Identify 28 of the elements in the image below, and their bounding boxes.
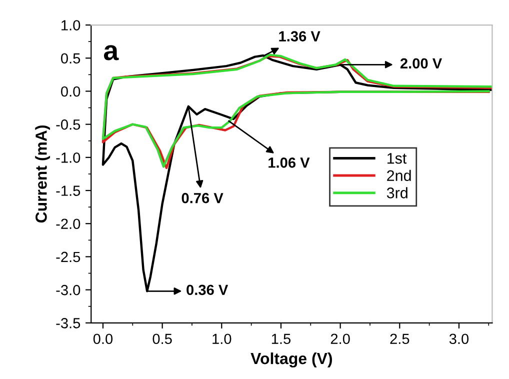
x-tick-label: 2.5 <box>390 334 410 344</box>
x-tick-label: 1.0 <box>212 334 232 344</box>
y-tick-label: 0.0 <box>60 86 80 97</box>
legend-label: 1st <box>387 153 407 164</box>
y-tick-label: -3.5 <box>56 318 80 328</box>
y-tick-label: 0.5 <box>60 53 80 64</box>
annotation: 1.06 V <box>268 158 310 168</box>
x-tick-label: 2.0 <box>330 334 350 344</box>
annotation: 0.36 V <box>186 284 228 296</box>
annotation: 0.76 V <box>182 192 224 204</box>
x-tick-label: 0.0 <box>93 334 113 344</box>
x-axis-title: Voltage (V) <box>250 352 332 368</box>
x-tick-label: 1.5 <box>272 334 291 344</box>
legend-label: 3rd <box>386 187 408 198</box>
y-axis-title: Current (mA) <box>35 126 50 223</box>
x-tick-label: 0.5 <box>152 334 172 344</box>
y-tick-label: -2.5 <box>56 252 80 262</box>
y-tick-label: -2.0 <box>56 218 80 230</box>
annotation: a <box>104 45 119 60</box>
y-tick-label: -0.5 <box>56 119 80 130</box>
legend-label: 2nd <box>387 170 411 182</box>
y-tick-label: -3.0 <box>56 284 80 296</box>
y-tick-label: -1.5 <box>56 186 80 196</box>
y-tick-label: -1.0 <box>56 152 80 163</box>
annotation: 1.36 V <box>279 31 320 42</box>
x-tick-label: 3.0 <box>449 334 469 344</box>
annotation: 2.00 V <box>400 58 442 69</box>
y-tick-label: 1.0 <box>62 20 80 30</box>
